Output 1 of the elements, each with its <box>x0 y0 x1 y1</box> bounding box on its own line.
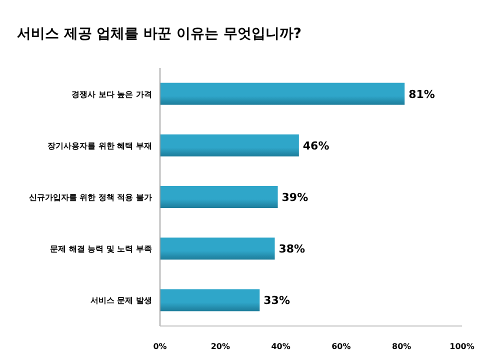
title: 서비스 제공 업체를 바꾼 이유는 무엇입니까? <box>17 26 302 42</box>
